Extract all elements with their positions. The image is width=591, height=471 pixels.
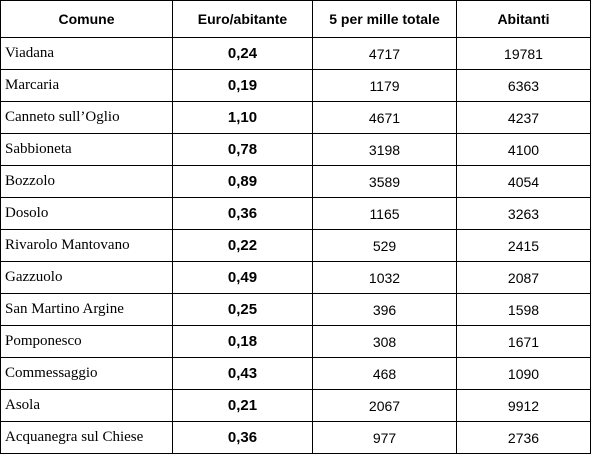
table-row: Dosolo 0,36 1165 3263 [0, 197, 591, 230]
cell-5-per-mille-totale: 529 [312, 229, 457, 262]
cell-5-per-mille-totale: 3589 [312, 165, 457, 198]
cell-euro-abitante: 0,49 [172, 261, 313, 294]
cell-5-per-mille-totale: 308 [312, 325, 457, 358]
table-row: Asola 0,21 2067 9912 [0, 389, 591, 422]
header-5-per-mille-totale: 5 per mille totale [312, 0, 457, 38]
cell-euro-abitante: 0,36 [172, 197, 313, 230]
cell-euro-abitante: 0,36 [172, 421, 313, 454]
cell-comune: Dosolo [0, 197, 173, 230]
cell-comune: Marcaria [0, 69, 173, 102]
cell-comune: Pomponesco [0, 325, 173, 358]
cell-comune: Acquanegra sul Chiese [0, 421, 173, 454]
cell-5-per-mille-totale: 396 [312, 293, 457, 326]
header-euro-abitante: Euro/abitante [172, 0, 313, 38]
cell-5-per-mille-totale: 3198 [312, 133, 457, 166]
cell-comune: Viadana [0, 37, 173, 70]
cell-abitanti: 9912 [456, 389, 591, 422]
cell-euro-abitante: 0,18 [172, 325, 313, 358]
cell-euro-abitante: 0,25 [172, 293, 313, 326]
cell-abitanti: 4100 [456, 133, 591, 166]
cell-euro-abitante: 0,22 [172, 229, 313, 262]
cell-abitanti: 2736 [456, 421, 591, 454]
table-row: Bozzolo 0,89 3589 4054 [0, 165, 591, 198]
cell-5-per-mille-totale: 977 [312, 421, 457, 454]
cell-abitanti: 2087 [456, 261, 591, 294]
header-abitanti: Abitanti [456, 0, 591, 38]
cell-comune: Rivarolo Mantovano [0, 229, 173, 262]
cell-comune: Bozzolo [0, 165, 173, 198]
cell-comune: Commessaggio [0, 357, 173, 390]
cell-5-per-mille-totale: 2067 [312, 389, 457, 422]
table-row: Rivarolo Mantovano 0,22 529 2415 [0, 229, 591, 262]
cell-euro-abitante: 0,21 [172, 389, 313, 422]
cell-5-per-mille-totale: 4671 [312, 101, 457, 134]
table-row: San Martino Argine 0,25 396 1598 [0, 293, 591, 326]
table-row: Sabbioneta 0,78 3198 4100 [0, 133, 591, 166]
cell-euro-abitante: 1,10 [172, 101, 313, 134]
cell-comune: Canneto sull’Oglio [0, 101, 173, 134]
cell-comune: Gazzuolo [0, 261, 173, 294]
cell-euro-abitante: 0,89 [172, 165, 313, 198]
table-row: Acquanegra sul Chiese 0,36 977 2736 [0, 421, 591, 454]
cell-abitanti: 3263 [456, 197, 591, 230]
table-row: Canneto sull’Oglio 1,10 4671 4237 [0, 101, 591, 134]
table-row: Pomponesco 0,18 308 1671 [0, 325, 591, 358]
header-comune: Comune [0, 0, 173, 38]
cell-euro-abitante: 0,43 [172, 357, 313, 390]
cell-comune: Asola [0, 389, 173, 422]
cell-abitanti: 1671 [456, 325, 591, 358]
cell-euro-abitante: 0,19 [172, 69, 313, 102]
cell-abitanti: 19781 [456, 37, 591, 70]
cell-5-per-mille-totale: 4717 [312, 37, 457, 70]
cell-5-per-mille-totale: 1179 [312, 69, 457, 102]
table-row: Marcaria 0,19 1179 6363 [0, 69, 591, 102]
cell-euro-abitante: 0,78 [172, 133, 313, 166]
cell-abitanti: 1090 [456, 357, 591, 390]
cell-5-per-mille-totale: 1032 [312, 261, 457, 294]
cell-euro-abitante: 0,24 [172, 37, 313, 70]
cell-abitanti: 4054 [456, 165, 591, 198]
cell-comune: San Martino Argine [0, 293, 173, 326]
data-table: Comune Euro/abitante 5 per mille totale … [0, 0, 591, 454]
cell-abitanti: 1598 [456, 293, 591, 326]
header-row: Comune Euro/abitante 5 per mille totale … [0, 0, 591, 38]
cell-abitanti: 6363 [456, 69, 591, 102]
cell-comune: Sabbioneta [0, 133, 173, 166]
table-row: Gazzuolo 0,49 1032 2087 [0, 261, 591, 294]
cell-5-per-mille-totale: 468 [312, 357, 457, 390]
table-row: Commessaggio 0,43 468 1090 [0, 357, 591, 390]
cell-abitanti: 2415 [456, 229, 591, 262]
cell-5-per-mille-totale: 1165 [312, 197, 457, 230]
table-row: Viadana 0,24 4717 19781 [0, 37, 591, 70]
cell-abitanti: 4237 [456, 101, 591, 134]
